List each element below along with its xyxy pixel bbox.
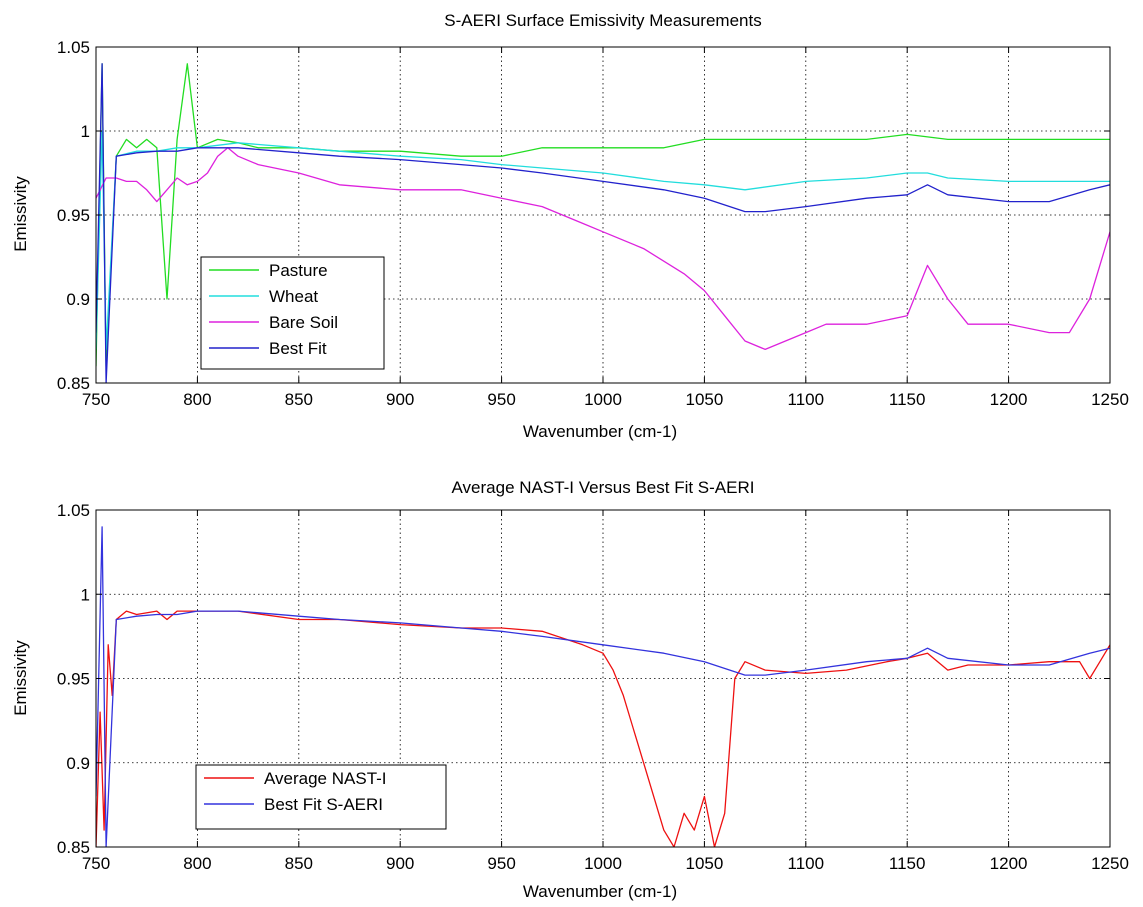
bottom-chart-ticks: 750 800 850 900 950 1000 1050 1100 1150 1200 1250 0… bbox=[57, 501, 1129, 873]
bottom-chart-xtick-label: 1050 bbox=[685, 854, 723, 873]
top-chart-xtick-label: 950 bbox=[487, 390, 515, 409]
bottom-chart: Average NAST-I Versus Best Fit S-AERI Em… bbox=[11, 478, 1129, 901]
top-chart-ylabel: Emissivity bbox=[11, 176, 30, 252]
bottom-chart-xlabel: Wavenumber (cm-1) bbox=[523, 882, 677, 901]
bottom-chart-xtick-label: 900 bbox=[386, 854, 414, 873]
bottom-chart-series bbox=[96, 526, 1110, 847]
bottom-chart-ytick-label: 1.05 bbox=[57, 501, 90, 520]
top-chart-xtick-label: 850 bbox=[285, 390, 313, 409]
top-chart-xtick-label: 900 bbox=[386, 390, 414, 409]
top-chart-series-best-fit bbox=[96, 63, 1110, 383]
bottom-chart-ytick-label: 0.85 bbox=[57, 838, 90, 857]
bottom-chart-xtick-label: 1200 bbox=[990, 854, 1028, 873]
bottom-chart-xtick-label: 1150 bbox=[889, 854, 926, 873]
top-chart-ytick-label: 0.95 bbox=[57, 206, 90, 225]
bottom-chart-legend-box bbox=[195, 764, 447, 830]
top-chart-legend-label-bare-soil: Bare Soil bbox=[269, 313, 338, 332]
bottom-chart-legend-label-best-fit-s-aeri: Best Fit S-AERI bbox=[264, 795, 383, 814]
bottom-chart-xtick-label: 1100 bbox=[788, 854, 825, 873]
bottom-chart-xtick-label: 800 bbox=[183, 854, 211, 873]
bottom-chart-legend-label-average-nast-i: Average NAST-I bbox=[264, 769, 387, 788]
top-chart-series-wheat bbox=[96, 130, 1110, 351]
bottom-chart-xtick-label: 750 bbox=[82, 854, 110, 873]
top-chart-series bbox=[96, 63, 1110, 383]
bottom-chart-ytick-label: 0.9 bbox=[66, 754, 90, 773]
bottom-chart-ytick-label: 0.95 bbox=[57, 670, 90, 689]
bottom-chart-title: Average NAST-I Versus Best Fit S-AERI bbox=[452, 478, 755, 497]
top-chart-legend-box bbox=[200, 256, 385, 370]
top-chart-series-bare-soil bbox=[96, 147, 1110, 351]
bottom-chart-xtick-label: 1000 bbox=[584, 854, 622, 873]
top-chart-xtick-label: 1250 bbox=[1091, 390, 1129, 409]
top-chart-xtick-label: 1100 bbox=[788, 390, 825, 409]
bottom-chart-series-best-fit-s-aeri bbox=[96, 526, 1110, 847]
top-chart-ytick-label: 1 bbox=[81, 122, 90, 141]
top-chart-ytick-label: 0.85 bbox=[57, 374, 90, 393]
top-chart-xtick-label: 1150 bbox=[889, 390, 926, 409]
top-chart-xtick-label: 1050 bbox=[685, 390, 723, 409]
top-chart-xtick-label: 1000 bbox=[584, 390, 622, 409]
top-chart-legend: Pasture Wheat Bare Soil Best Fit bbox=[200, 256, 385, 370]
top-chart-legend-label-pasture: Pasture bbox=[269, 261, 328, 280]
top-chart: S-AERI Surface Emissivity Measurements E… bbox=[11, 11, 1129, 441]
bottom-chart-xtick-label: 850 bbox=[285, 854, 313, 873]
top-chart-ytick-label: 1.05 bbox=[57, 38, 90, 57]
bottom-chart-xtick-label: 1250 bbox=[1091, 854, 1129, 873]
bottom-chart-legend: Average NAST-I Best Fit S-AERI bbox=[195, 764, 447, 830]
top-chart-xtick-label: 750 bbox=[82, 390, 110, 409]
bottom-chart-ylabel: Emissivity bbox=[11, 640, 30, 716]
top-chart-xlabel: Wavenumber (cm-1) bbox=[523, 422, 677, 441]
top-chart-title: S-AERI Surface Emissivity Measurements bbox=[444, 11, 761, 30]
bottom-chart-xtick-label: 950 bbox=[487, 854, 515, 873]
bottom-chart-ytick-label: 1 bbox=[81, 585, 90, 604]
top-chart-xtick-label: 800 bbox=[183, 390, 211, 409]
top-chart-ytick-label: 0.9 bbox=[66, 290, 90, 309]
top-chart-legend-label-best-fit: Best Fit bbox=[269, 339, 327, 358]
top-chart-legend-label-wheat: Wheat bbox=[269, 287, 318, 306]
top-chart-xtick-label: 1200 bbox=[990, 390, 1028, 409]
top-chart-ticks: 750 800 850 900 950 1000 1050 1100 1150 1200 1250 0… bbox=[57, 38, 1129, 409]
